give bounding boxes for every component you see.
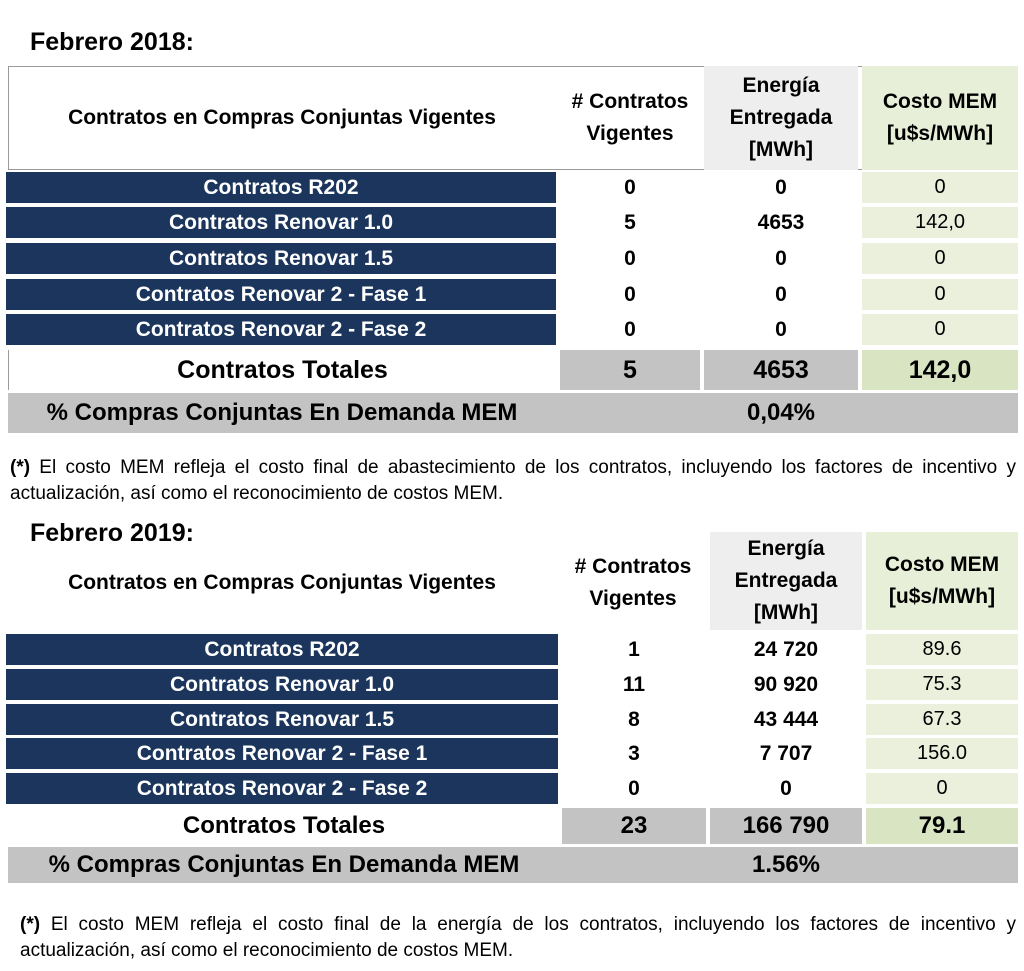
table1-pct-row	[8, 393, 1018, 433]
table2-row-contratos: 8	[628, 707, 640, 731]
table2-note-text: El costo MEM refleja el costo final de l…	[20, 914, 1016, 961]
table2-row-label: Contratos Renovar 1.0	[6, 669, 558, 700]
table2-col-costo: Costo MEM [u$s/MWh]	[866, 532, 1018, 630]
table2-total-costo: 79.1	[866, 808, 1018, 844]
table2-total-contratos: 23	[562, 808, 706, 844]
table2-note-mark: (*)	[20, 914, 41, 935]
table2-row-energia: 43 444	[753, 707, 819, 731]
table1-total-energia: 4653	[704, 350, 858, 390]
table2-row-energia: 0	[780, 776, 792, 800]
table1-total-costo: 142,0	[862, 350, 1018, 390]
table1-row-energia: 0	[775, 246, 787, 270]
table2-col-energia: Energía Entregada [MWh]	[710, 532, 862, 630]
table1-row-costo: 0	[862, 243, 1018, 274]
table2-row-label: Contratos Renovar 2 - Fase 1	[6, 738, 558, 769]
table2-col-title: Contratos en Compras Conjuntas Vigentes	[68, 571, 496, 594]
table2-note: (*) El costo MEM refleja el costo final …	[20, 912, 1016, 964]
table1-row-contratos: 5	[624, 210, 636, 234]
table1-heading: Febrero 2018:	[30, 28, 194, 56]
table1-row-contratos: 0	[624, 317, 636, 341]
table1-pct-label: % Compras Conjuntas En Demanda MEM	[46, 399, 518, 426]
table1-row-contratos: 0	[624, 246, 636, 270]
table2-pct-label: % Compras Conjuntas En Demanda MEM	[48, 851, 520, 878]
table1-row-costo: 142,0	[862, 207, 1018, 238]
table1-col-costo: Costo MEM [u$s/MWh]	[862, 66, 1018, 170]
table2-row-contratos: 11	[622, 672, 646, 696]
table1-row-energia: 4653	[757, 210, 805, 234]
table1-pct-value: 0,04%	[746, 399, 816, 426]
table1-total-contratos: 5	[560, 350, 700, 390]
table2-total-label: Contratos Totales	[182, 812, 386, 839]
table2-row-costo: 75.3	[866, 669, 1018, 700]
table1-row-contratos: 0	[624, 282, 636, 306]
table1-note-text: El costo MEM refleja el costo final de a…	[10, 457, 1016, 504]
table1-row-label: Contratos Renovar 2 - Fase 1	[6, 279, 556, 310]
table1-note: (*) El costo MEM refleja el costo final …	[10, 455, 1016, 507]
table2-pct-row	[8, 847, 1018, 883]
table2-row-contratos: 3	[628, 741, 640, 765]
table1-row-costo: 0	[862, 279, 1018, 310]
table2-pct-value: 1.56%	[751, 851, 821, 878]
table1-col-contratos: # Contratos Vigentes	[571, 90, 689, 145]
table1-row-label: Contratos Renovar 1.0	[6, 207, 556, 238]
table2-row-costo: 156.0	[866, 738, 1018, 769]
table2-row-label: Contratos Renovar 1.5	[6, 704, 558, 735]
table1-row-contratos: 0	[624, 175, 636, 199]
table2-row-contratos: 1	[628, 637, 640, 661]
table1-note-mark: (*)	[10, 457, 31, 478]
table1-row-label: Contratos R202	[6, 172, 556, 203]
table2-row-energia: 7 707	[759, 741, 813, 765]
table1-total-label: Contratos Totales	[8, 350, 556, 390]
table2-row-label: Contratos Renovar 2 - Fase 2	[6, 773, 558, 804]
table2-total-energia: 166 790	[710, 808, 862, 844]
table1-row-costo: 0	[862, 172, 1018, 203]
table1-row-energia: 0	[775, 282, 787, 306]
table2-heading: Febrero 2019:	[30, 519, 194, 547]
table1-row-label: Contratos Renovar 1.5	[6, 243, 556, 274]
table2-row-costo: 89.6	[866, 634, 1018, 665]
table2-col-contratos: # Contratos Vigentes	[574, 555, 692, 610]
table1-row-energia: 0	[775, 317, 787, 341]
table1-row-label: Contratos Renovar 2 - Fase 2	[6, 314, 556, 345]
table2-row-energia: 90 920	[753, 672, 819, 696]
table2-row-costo: 67.3	[866, 704, 1018, 735]
table2-row-contratos: 0	[628, 776, 640, 800]
table1-row-costo: 0	[862, 314, 1018, 345]
table1-col-energia: Energía Entregada [MWh]	[704, 66, 858, 170]
table1-col-title: Contratos en Compras Conjuntas Vigentes	[68, 106, 496, 129]
table1-row-energia: 0	[775, 175, 787, 199]
table2-row-label: Contratos R202	[6, 634, 558, 665]
table2-row-energia: 24 720	[753, 637, 819, 661]
table2-row-costo: 0	[866, 773, 1018, 804]
